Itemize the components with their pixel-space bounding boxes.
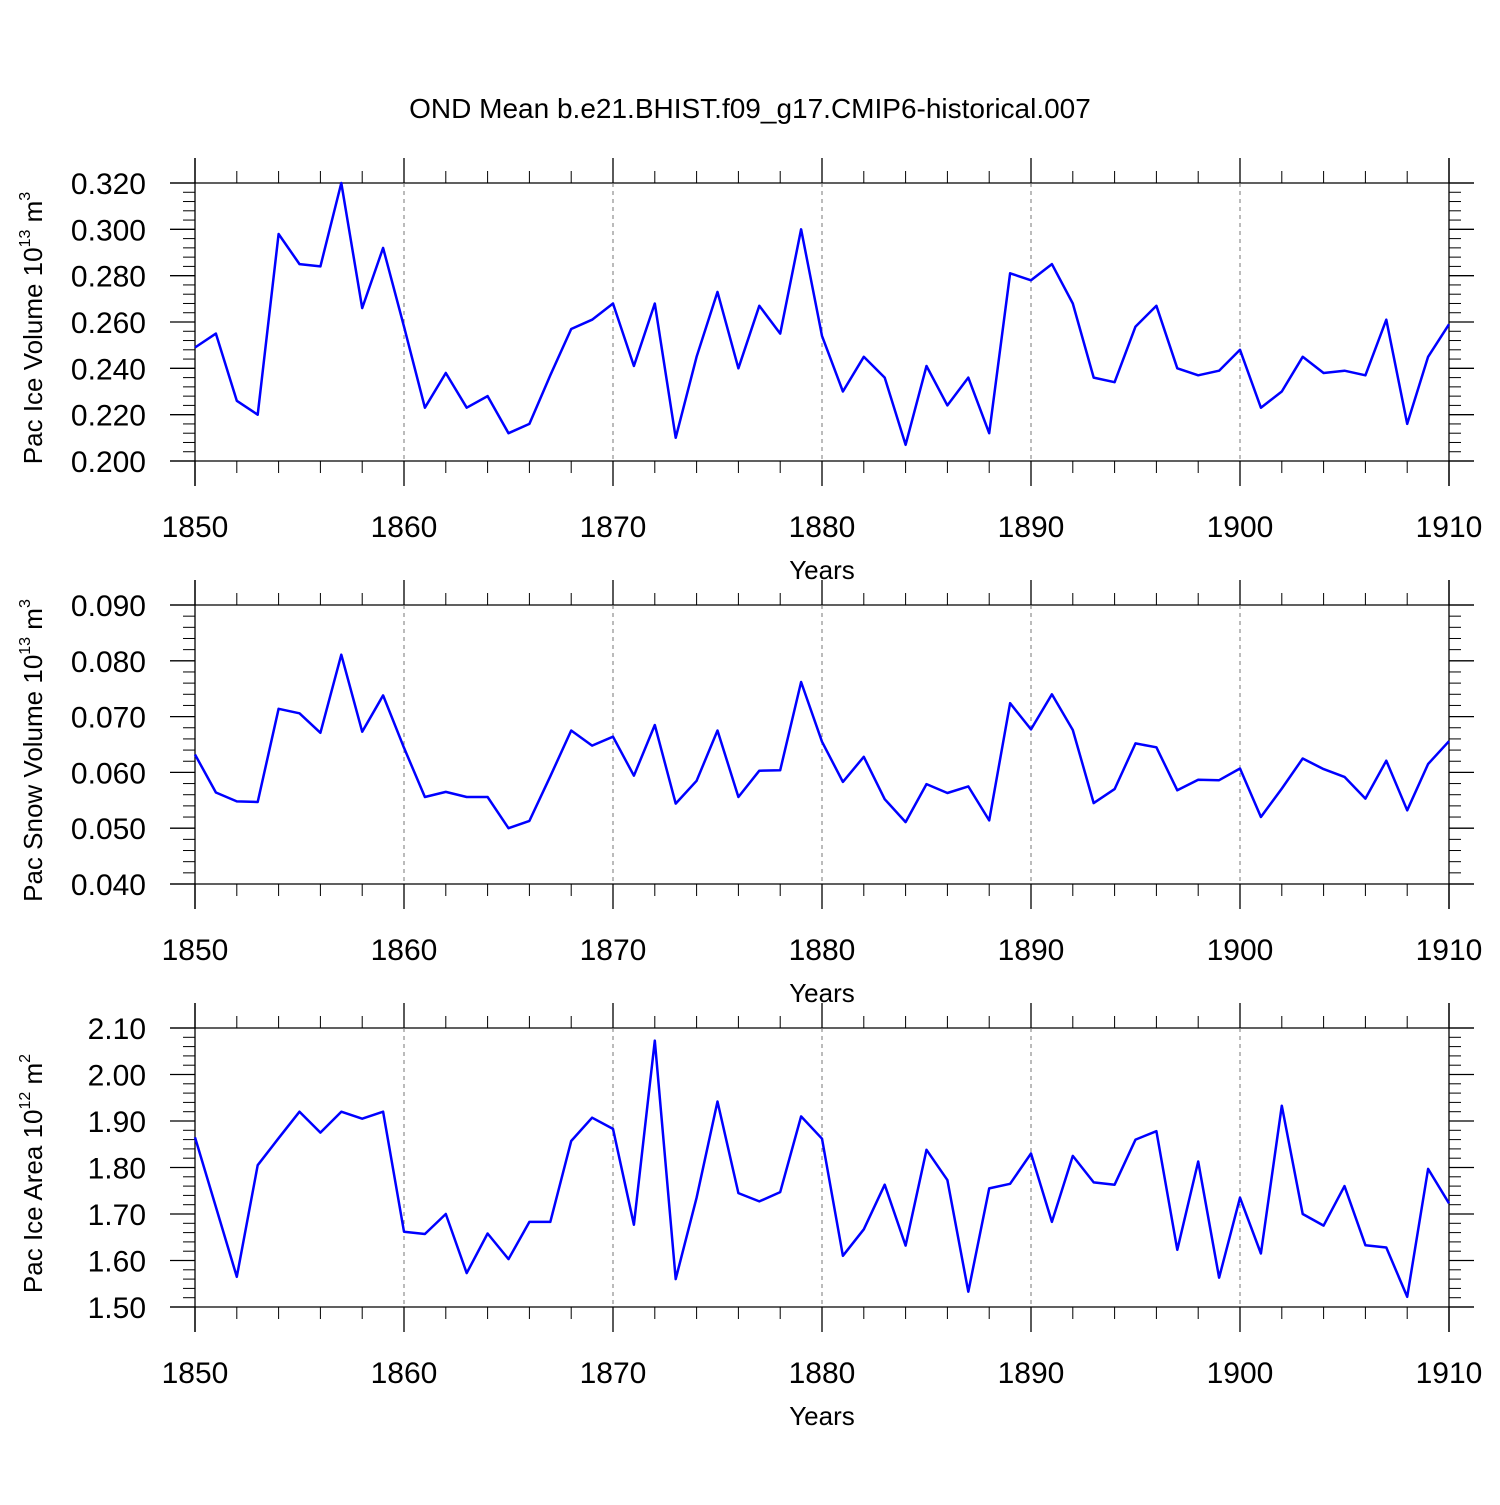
y-tick-label: 0.280 bbox=[71, 261, 146, 294]
y-tick-label: 1.60 bbox=[88, 1246, 146, 1279]
x-tick-label: 1860 bbox=[371, 1357, 438, 1390]
x-tick-label: 1880 bbox=[789, 1357, 856, 1390]
y-tick-label: 0.320 bbox=[71, 168, 146, 201]
y-tick-label: 0.080 bbox=[71, 646, 146, 679]
y-tick-label: 0.050 bbox=[71, 813, 146, 846]
panel-3: 1.50 1.60 1.70 1.80 1.90 2.00 2.10 1850 1860 1870… bbox=[17, 1003, 1482, 1431]
y-tick-label: 1.90 bbox=[88, 1106, 146, 1139]
y-tick-label: 0.300 bbox=[71, 214, 146, 247]
chart-title: OND Mean b.e21.BHIST.f09_g17.CMIP6-histo… bbox=[409, 93, 1091, 124]
y-tick-label: 0.220 bbox=[71, 400, 146, 433]
y-tick-label: 0.070 bbox=[71, 702, 146, 735]
x-tick-label: 1870 bbox=[580, 511, 647, 544]
x-tick-label: 1860 bbox=[371, 934, 438, 967]
series-line bbox=[194, 181, 1451, 447]
y-tick-label: 0.260 bbox=[71, 307, 146, 340]
x-tick-label: 1880 bbox=[789, 511, 856, 544]
x-tick-label: 1850 bbox=[162, 934, 229, 967]
x-tick-label: 1910 bbox=[1416, 1357, 1483, 1390]
x-tick-label: 1890 bbox=[998, 1357, 1065, 1390]
y-tick-label: 1.80 bbox=[88, 1153, 146, 1186]
y-tick-label: 1.50 bbox=[88, 1292, 146, 1325]
y-tick-label: 0.240 bbox=[71, 353, 146, 386]
panel-2: 0.040 0.050 0.060 0.070 0.080 0.090 1850 1860 18… bbox=[17, 580, 1482, 1008]
x-tick-label: 1890 bbox=[998, 934, 1065, 967]
series-line bbox=[193, 1039, 1451, 1299]
x-tick-label: 1900 bbox=[1207, 934, 1274, 967]
x-tick-label: 1900 bbox=[1207, 1357, 1274, 1390]
x-tick-label: 1900 bbox=[1207, 511, 1274, 544]
y-axis-label: Pac Ice Volume 1013 m3 bbox=[17, 192, 48, 465]
y-tick-label: 0.200 bbox=[71, 446, 146, 479]
x-tick-label: 1870 bbox=[580, 934, 647, 967]
panel-1: 0.200 0.220 0.240 0.260 0.280 0.300 0.320 1850 1… bbox=[17, 158, 1482, 585]
series-line bbox=[193, 653, 1450, 830]
x-tick-label: 1850 bbox=[162, 511, 229, 544]
y-tick-label: 0.090 bbox=[71, 590, 146, 623]
y-tick-label: 2.10 bbox=[88, 1013, 146, 1046]
x-tick-label: 1890 bbox=[998, 511, 1065, 544]
x-tick-label: 1850 bbox=[162, 1357, 229, 1390]
y-axis-label: Pac Snow Volume 1013 m3 bbox=[17, 599, 48, 902]
x-tick-label: 1910 bbox=[1416, 934, 1483, 967]
y-tick-label: 0.040 bbox=[71, 869, 146, 902]
x-axis-label: Years bbox=[789, 1401, 855, 1431]
x-tick-label: 1910 bbox=[1416, 511, 1483, 544]
y-tick-label: 0.060 bbox=[71, 757, 146, 790]
y-axis-label: Pac Ice Area 1012 m2 bbox=[17, 1054, 48, 1293]
y-tick-label: 2.00 bbox=[88, 1060, 146, 1093]
y-tick-label: 1.70 bbox=[88, 1199, 146, 1232]
x-tick-label: 1860 bbox=[371, 511, 438, 544]
x-tick-label: 1870 bbox=[580, 1357, 647, 1390]
x-tick-label: 1880 bbox=[789, 934, 856, 967]
